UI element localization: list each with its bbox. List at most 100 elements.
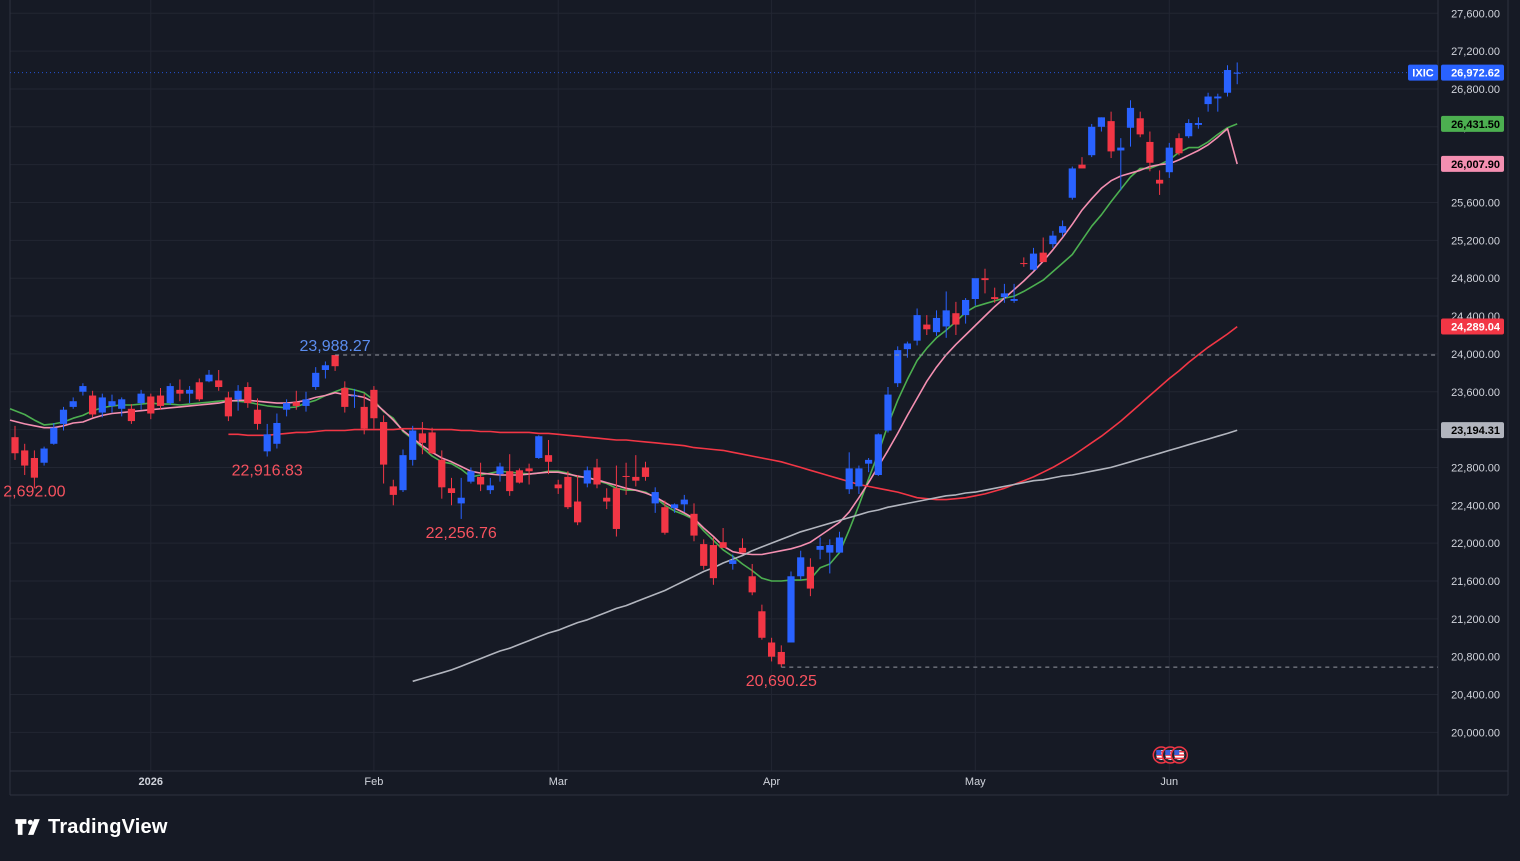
candle-up — [1049, 230, 1057, 248]
candle-up — [1204, 92, 1212, 112]
brand-name: TradingView — [48, 815, 168, 838]
flag-stripe — [1165, 754, 1176, 756]
price-label-value: 23,194.31 — [1451, 425, 1500, 437]
candle-body — [341, 387, 349, 407]
candle-up — [186, 386, 194, 404]
candle-body — [661, 507, 669, 533]
candle-up — [137, 389, 145, 410]
candle-body — [273, 422, 281, 444]
candle-body — [283, 403, 291, 410]
candle-down — [428, 427, 436, 455]
price-tick-label: 21,600.00 — [1451, 576, 1500, 588]
candle-up — [1117, 138, 1125, 191]
candle-down — [1146, 131, 1154, 172]
flag-canton — [1174, 750, 1180, 755]
candle-body — [632, 476, 640, 481]
candle-down — [603, 488, 611, 510]
candle-body — [1136, 118, 1144, 135]
candle-up — [1233, 62, 1241, 85]
candle-down — [1020, 257, 1028, 267]
candle-up — [583, 466, 591, 488]
candle-body — [98, 397, 106, 413]
candle-down — [292, 390, 300, 410]
candle-body — [302, 399, 310, 406]
price-label-box — [1441, 115, 1504, 132]
candle-down — [515, 468, 523, 484]
candle-body — [50, 427, 58, 444]
candle-down — [981, 268, 989, 294]
ma-price-label[interactable]: 26,431.50 — [1441, 115, 1504, 132]
candle-down — [30, 450, 38, 489]
candle-down — [622, 462, 630, 495]
low-annotation: 2,692.00 — [3, 484, 65, 501]
ma-price-label[interactable]: 26,007.90 — [1441, 155, 1504, 172]
candle-up — [321, 361, 329, 379]
candle-body — [1039, 252, 1047, 263]
candle-up — [50, 422, 58, 445]
candle-body — [30, 457, 38, 478]
candle-down — [612, 465, 620, 537]
candle-up — [874, 433, 882, 476]
candle-body — [428, 432, 436, 454]
candle-down — [632, 455, 640, 487]
candle-body — [292, 402, 300, 406]
candle-body — [952, 313, 960, 325]
candle-up — [166, 383, 174, 405]
candle-body — [195, 382, 203, 400]
candle-body — [418, 433, 426, 443]
candle-body — [826, 545, 834, 553]
sma-long-line — [412, 429, 1238, 683]
candle-body — [855, 468, 863, 487]
candle-up — [302, 391, 310, 412]
candle-up — [826, 539, 834, 574]
candle-body — [1185, 123, 1193, 137]
candle-up — [903, 341, 911, 358]
time-tick-label: Apr — [763, 776, 780, 788]
price-tick-label: 20,000.00 — [1451, 727, 1500, 739]
candle-up — [942, 291, 950, 338]
flag-stripe — [1174, 757, 1185, 760]
candle-up — [835, 531, 844, 553]
candle-body — [370, 389, 378, 419]
candle-up — [884, 387, 892, 433]
price-tick-label: 22,400.00 — [1451, 500, 1500, 512]
candle-body — [1214, 96, 1222, 99]
sma-slow-line — [228, 325, 1238, 501]
candle-body — [768, 642, 776, 657]
candle-body — [1126, 107, 1135, 128]
candle-up — [1194, 117, 1202, 129]
candle-down — [641, 461, 650, 481]
candle-up — [962, 298, 970, 324]
us-flag-events-icon[interactable] — [1152, 746, 1189, 764]
price-tick-label: 23,600.00 — [1451, 387, 1500, 399]
candle-body — [981, 278, 989, 281]
candle-down — [253, 398, 262, 430]
low-annotation: 20,690.25 — [746, 673, 817, 690]
price-tick-label: 27,600.00 — [1451, 8, 1500, 20]
low-annotation: 22,916.83 — [232, 462, 303, 479]
ma-price-label[interactable]: 24,289.04 — [1441, 318, 1504, 335]
candle-body — [79, 386, 87, 392]
tradingview-brand[interactable]: TradingView — [12, 812, 168, 842]
ma-price-label[interactable]: 23,194.31 — [1441, 422, 1504, 439]
candle-body — [690, 513, 698, 536]
candle-body — [399, 455, 407, 491]
candle-down — [952, 301, 960, 335]
candle-body — [108, 401, 116, 406]
candle-body — [1204, 96, 1212, 105]
candle-down — [11, 425, 19, 460]
candle-down — [690, 503, 698, 542]
candle-body — [835, 537, 844, 553]
candle-body — [603, 497, 611, 502]
grid-lines — [10, 0, 1438, 771]
symbol-price-label[interactable]: 26,972.62 IXIC — [1408, 64, 1504, 81]
candle-down — [544, 440, 553, 475]
candle-body — [205, 374, 213, 382]
candle-body — [486, 485, 494, 491]
candle-up — [535, 435, 543, 459]
candle-down — [360, 393, 368, 435]
candle-up — [467, 467, 475, 484]
candle-body — [244, 387, 252, 404]
